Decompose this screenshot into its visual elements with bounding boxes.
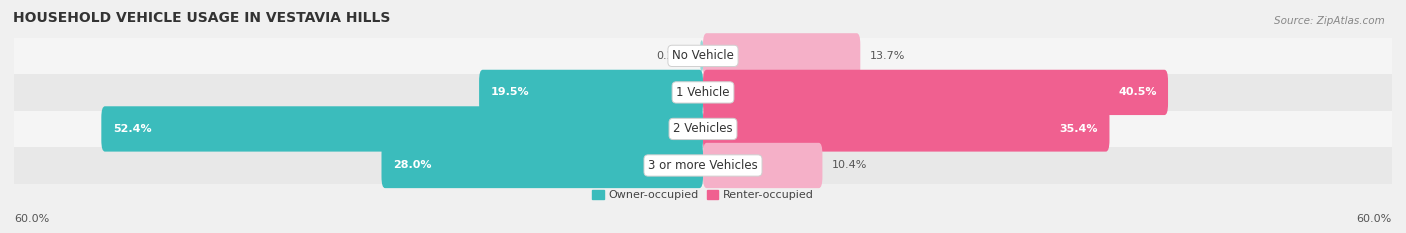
FancyBboxPatch shape — [479, 70, 703, 115]
Text: HOUSEHOLD VEHICLE USAGE IN VESTAVIA HILLS: HOUSEHOLD VEHICLE USAGE IN VESTAVIA HILL… — [13, 11, 389, 25]
Text: 60.0%: 60.0% — [1357, 214, 1392, 224]
Text: 28.0%: 28.0% — [392, 161, 432, 171]
Text: 35.4%: 35.4% — [1060, 124, 1098, 134]
Text: 10.4%: 10.4% — [831, 161, 868, 171]
FancyBboxPatch shape — [101, 106, 703, 152]
Legend: Owner-occupied, Renter-occupied: Owner-occupied, Renter-occupied — [588, 186, 818, 205]
Bar — [14, 147, 1392, 184]
Text: Source: ZipAtlas.com: Source: ZipAtlas.com — [1274, 16, 1385, 26]
FancyBboxPatch shape — [381, 143, 703, 188]
FancyBboxPatch shape — [703, 33, 860, 79]
Text: 2 Vehicles: 2 Vehicles — [673, 123, 733, 135]
FancyBboxPatch shape — [703, 143, 823, 188]
Bar — [14, 111, 1392, 147]
Text: No Vehicle: No Vehicle — [672, 49, 734, 62]
Text: 13.7%: 13.7% — [869, 51, 905, 61]
Text: 3 or more Vehicles: 3 or more Vehicles — [648, 159, 758, 172]
FancyBboxPatch shape — [700, 40, 703, 71]
Text: 52.4%: 52.4% — [112, 124, 152, 134]
Bar — [14, 38, 1392, 74]
Text: 40.5%: 40.5% — [1118, 87, 1157, 97]
Text: 19.5%: 19.5% — [491, 87, 529, 97]
Text: 60.0%: 60.0% — [14, 214, 49, 224]
FancyBboxPatch shape — [703, 106, 1109, 152]
Bar — [14, 74, 1392, 111]
Text: 1 Vehicle: 1 Vehicle — [676, 86, 730, 99]
FancyBboxPatch shape — [703, 70, 1168, 115]
Text: 0.23%: 0.23% — [655, 51, 692, 61]
